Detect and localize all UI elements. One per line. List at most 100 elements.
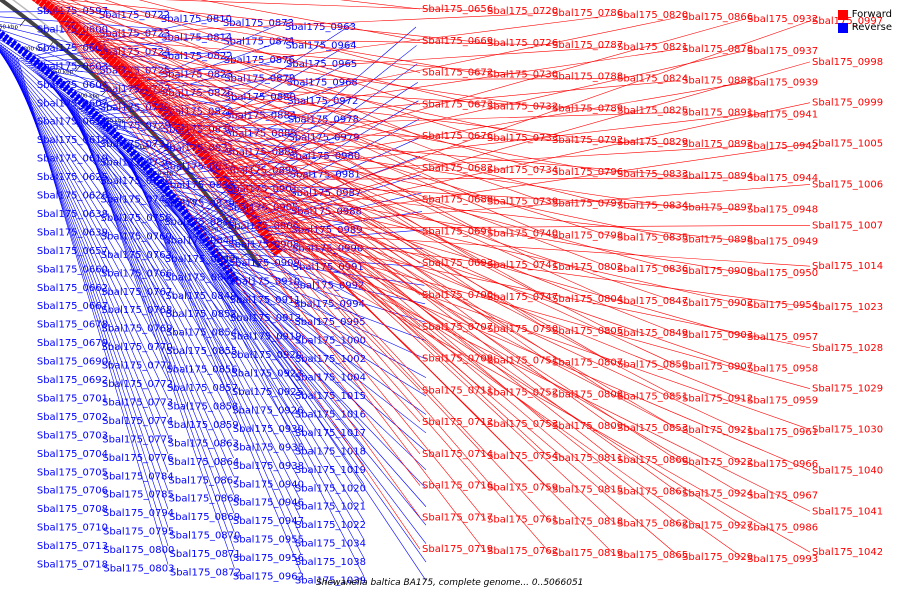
reverse-leader-line xyxy=(165,201,363,374)
forward-gene-label: Sbal175_0787 xyxy=(552,40,623,51)
forward-gene-label: Sbal175_0818 xyxy=(552,516,623,527)
forward-leader-line xyxy=(110,52,551,268)
reverse-leader-line xyxy=(0,51,169,270)
reverse-leader-line xyxy=(0,29,169,86)
forward-gene-mark xyxy=(194,145,205,155)
reverse-gene-label: Sbal175_0769 xyxy=(101,324,172,335)
reverse-leader-line xyxy=(132,163,302,573)
reverse-gene-label: Sbal175_0814 xyxy=(161,32,232,43)
reverse-leader-line xyxy=(84,74,293,116)
reverse-gene-label: Sbal175_0962 xyxy=(233,572,304,583)
reverse-gene-label: Sbal175_0908 xyxy=(228,239,299,250)
reverse-gene-label: Sbal175_0775 xyxy=(102,434,173,445)
forward-gene-label: Sbal175_0999 xyxy=(812,98,883,109)
reverse-leader-line xyxy=(109,139,298,333)
forward-gene-label: Sbal175_0792 xyxy=(552,135,623,146)
tick-label: 750 kbp xyxy=(0,24,18,30)
forward-gene-label: Sbal175_0726 xyxy=(487,38,558,49)
forward-gene-label: Sbal175_0961 xyxy=(747,427,818,438)
tick-label: 1150 kbp xyxy=(192,227,218,233)
reverse-gene-mark xyxy=(108,127,117,136)
reverse-gene-label: Sbal175_0731 xyxy=(100,139,171,150)
forward-leader-line xyxy=(162,102,616,365)
forward-gene-label: Sbal175_0967 xyxy=(747,491,818,502)
reverse-leader-line xyxy=(229,286,427,581)
forward-gene-mark xyxy=(240,202,251,212)
reverse-leader-line xyxy=(0,10,169,13)
forward-gene-label: Sbal175_0811 xyxy=(552,453,623,464)
reverse-gene-label: Sbal175_0920 xyxy=(231,350,302,361)
forward-leader-line xyxy=(125,66,551,459)
reverse-leader-line xyxy=(42,77,232,237)
reverse-leader-line xyxy=(0,50,169,252)
forward-gene-label: Sbal175_0691 xyxy=(422,226,493,237)
forward-leader-line xyxy=(140,78,616,81)
forward-leader-line xyxy=(95,38,551,77)
reverse-gene-label: Sbal175_0723 xyxy=(99,28,170,39)
forward-gene-mark xyxy=(49,5,59,17)
reverse-gene-label: Sbal175_0660 xyxy=(37,264,108,275)
forward-gene-label: Sbal175_0762 xyxy=(487,546,558,557)
forward-gene-mark xyxy=(226,184,237,194)
reverse-gene-label: Sbal175_0607 xyxy=(37,98,108,109)
forward-gene-label: Sbal175_0788 xyxy=(552,72,623,83)
forward-gene-label: Sbal175_0700 xyxy=(422,290,493,301)
reverse-gene-label: Sbal175_0842 xyxy=(165,254,236,265)
forward-gene-label: Sbal175_0894 xyxy=(682,171,753,182)
reverse-gene-label: Sbal175_0925 xyxy=(232,387,303,398)
reverse-gene-label: Sbal175_0601 xyxy=(37,43,108,54)
forward-leader-line xyxy=(84,29,486,520)
reverse-leader-line xyxy=(126,158,301,518)
tick-label: 800 kbp xyxy=(23,47,46,53)
reverse-gene-label: Sbal175_1021 xyxy=(295,502,366,513)
forward-gene-label: Sbal175_0673 xyxy=(422,99,493,110)
reverse-gene-label: Sbal175_0965 xyxy=(286,59,357,70)
forward-leader-line xyxy=(234,184,746,242)
reverse-leader-line xyxy=(27,64,231,90)
reverse-gene-label: Sbal175_0857 xyxy=(167,383,238,394)
forward-leader-line xyxy=(137,46,616,79)
reverse-leader-line xyxy=(147,170,358,182)
reverse-gene-mark xyxy=(168,193,177,202)
reverse-gene-label: Sbal175_0979 xyxy=(288,133,359,144)
forward-gene-label: Sbal175_0986 xyxy=(747,522,818,533)
reverse-leader-line xyxy=(173,211,365,467)
reverse-gene-mark xyxy=(148,170,158,179)
reverse-gene-label: Sbal175_0657 xyxy=(37,246,108,257)
reverse-leader-line xyxy=(192,118,420,236)
reverse-gene-label: Sbal175_0710 xyxy=(37,523,108,534)
forward-gene-mark xyxy=(38,0,48,8)
forward-gene-mark xyxy=(272,247,283,257)
reverse-gene-label: Sbal175_0858 xyxy=(167,401,238,412)
reverse-gene-mark xyxy=(55,77,63,86)
reverse-gene-label: Sbal175_0910 xyxy=(229,276,300,287)
forward-gene-label: Sbal175_0998 xyxy=(812,57,883,68)
reverse-leader-line xyxy=(121,152,300,462)
forward-leader-line xyxy=(49,0,421,264)
reverse-leader-line xyxy=(144,133,357,178)
reverse-gene-label: Sbal175_0702 xyxy=(37,412,108,423)
forward-leader-line xyxy=(100,42,551,141)
forward-leader-line xyxy=(276,242,811,430)
forward-gene-label: Sbal175_0805 xyxy=(552,326,623,337)
reverse-gene-mark xyxy=(32,58,41,67)
forward-gene-label: Sbal175_1042 xyxy=(812,547,883,558)
reverse-gene-label: Sbal175_0667 xyxy=(37,301,108,312)
reverse-gene-label: Sbal175_0758 xyxy=(101,213,172,224)
reverse-gene-label: Sbal175_0679 xyxy=(37,338,108,349)
reverse-leader-line xyxy=(142,114,357,176)
forward-gene-label: Sbal175_0720 xyxy=(487,6,558,17)
reverse-gene-label: Sbal175_0838 xyxy=(164,180,235,191)
reverse-gene-label: Sbal175_0980 xyxy=(289,151,360,162)
reverse-gene-label: Sbal175_0785 xyxy=(103,490,174,501)
forward-leader-line xyxy=(79,25,486,457)
reverse-gene-label: Sbal175_0923 xyxy=(231,369,302,380)
reverse-leader-line xyxy=(0,25,169,67)
reverse-gene-label: Sbal175_0706 xyxy=(37,486,108,497)
forward-gene-label: Sbal175_1006 xyxy=(812,179,883,190)
forward-gene-label: Sbal175_0741 xyxy=(487,260,558,271)
reverse-gene-label: Sbal175_0992 xyxy=(293,280,364,291)
reverse-gene-label: Sbal175_1034 xyxy=(295,539,366,550)
reverse-leader-line xyxy=(218,269,427,434)
reverse-gene-label: Sbal175_0638 xyxy=(37,209,108,220)
